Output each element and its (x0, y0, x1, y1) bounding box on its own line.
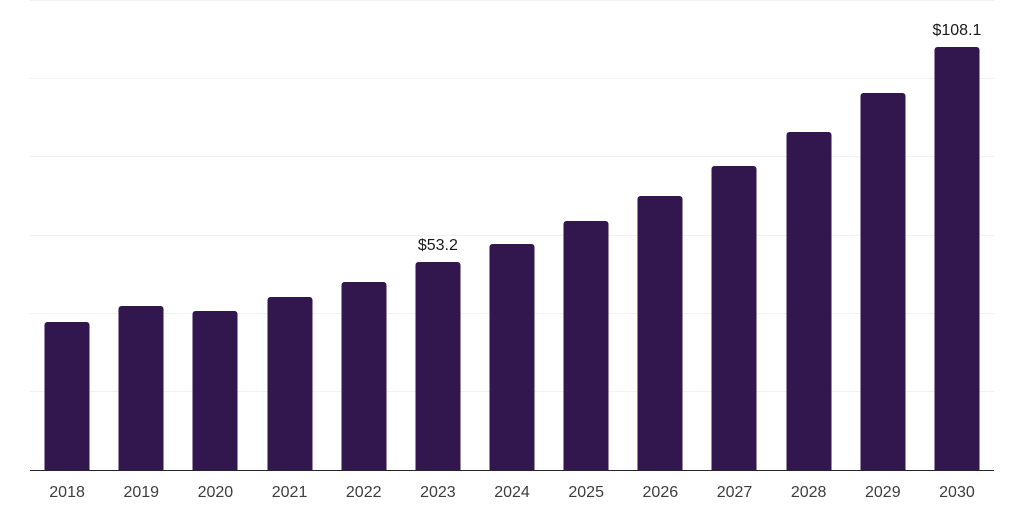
bar-2028 (786, 132, 832, 470)
bar-2019 (118, 305, 164, 470)
x-tick-2022: 2022 (345, 484, 382, 501)
bar-2025 (563, 221, 609, 470)
gridline-120 (30, 0, 994, 1)
bar-series: $53.2 $108.1 (30, 0, 994, 470)
bar-slot-2029 (846, 0, 920, 470)
gridline-80 (30, 156, 994, 158)
bar-slot-2026 (623, 0, 697, 470)
bar-value-label-2030: $108.1 (932, 21, 982, 39)
bar-2030 (934, 46, 980, 470)
x-tick-2025: 2025 (568, 484, 604, 501)
bar-2022 (341, 281, 387, 470)
x-tick-2030: 2030 (939, 484, 975, 501)
bar-2024 (489, 244, 535, 470)
bar-slot-2027 (697, 0, 771, 470)
gridline-60 (30, 234, 994, 236)
bar-2023 (415, 261, 461, 470)
x-tick-2024: 2024 (494, 484, 530, 501)
bar-2029 (860, 92, 906, 470)
market-size-bar-chart: $53.2 $108.1 2018 2019 2020 2021 2022 2023 2024… (30, 0, 994, 512)
bar-slot-2019 (104, 0, 178, 470)
x-tick-2018: 2018 (49, 484, 85, 501)
x-tick-2021: 2021 (271, 484, 308, 501)
bar-2026 (637, 196, 683, 470)
bar-slot-2018 (30, 0, 104, 470)
bar-slot-2020 (178, 0, 252, 470)
x-tick-2028: 2028 (790, 484, 827, 501)
bar-slot-2023: $53.2 (401, 0, 475, 470)
bar-2027 (711, 166, 757, 470)
x-axis-line (30, 469, 994, 471)
bar-2021 (267, 297, 313, 470)
gridline-100 (30, 77, 994, 79)
bar-2018 (44, 322, 90, 470)
bar-slot-2022 (327, 0, 401, 470)
x-tick-2027: 2027 (716, 484, 753, 501)
bar-2020 (192, 311, 238, 470)
bar-slot-2030: $108.1 (920, 0, 994, 470)
bar-slot-2021 (252, 0, 326, 470)
bar-slot-2028 (772, 0, 846, 470)
x-tick-2026: 2026 (642, 484, 679, 501)
x-tick-2029: 2029 (865, 484, 901, 501)
x-tick-2020: 2020 (197, 484, 234, 501)
bar-value-label-2023: $53.2 (417, 236, 458, 254)
x-tick-2023: 2023 (420, 484, 456, 501)
bar-slot-2025 (549, 0, 623, 470)
x-tick-2019: 2019 (123, 484, 160, 501)
x-axis-tick-labels: 2018 2019 2020 2021 2022 2023 2024 2025 2026 2027… (30, 483, 994, 502)
bar-slot-2024 (475, 0, 549, 470)
plot-area: $53.2 $108.1 (30, 0, 994, 471)
